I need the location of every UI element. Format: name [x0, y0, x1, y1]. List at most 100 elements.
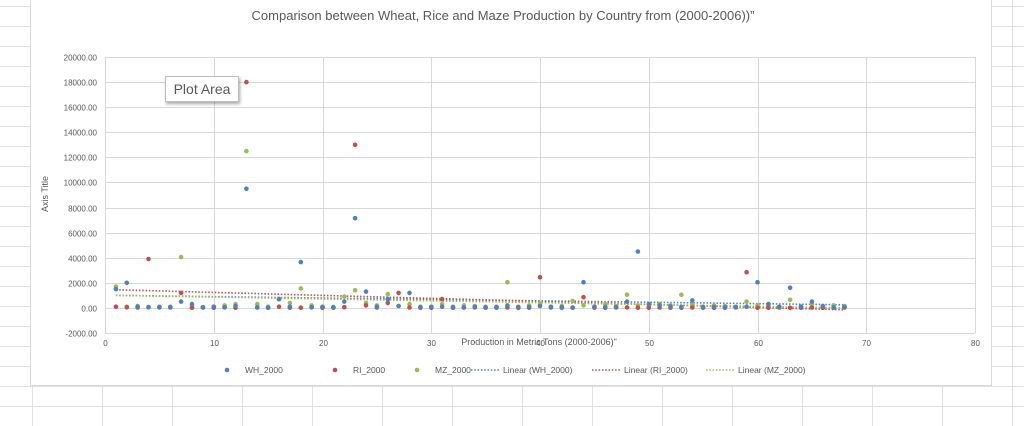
point-wh_2000 [592, 304, 597, 310]
point-wh_2000 [385, 296, 391, 302]
point-ri_2000 [124, 305, 130, 310]
point-ri_2000 [646, 305, 652, 311]
point-ri_2000 [244, 79, 249, 85]
legend-item-4[interactable]: Linear (RI_2000) [592, 365, 688, 375]
chart-legend[interactable]: WH_2000 RI_2000 MZ_2000 Linear (WH_2000) Lin… [224, 365, 806, 375]
y-axis-tick-labels: -2000.00 0.00 2000.00 4000.00 6000.00 8000.00… [64, 54, 98, 339]
point-wh_2000 [200, 305, 206, 310]
point-wh_2000 [211, 304, 217, 310]
point-mz_2000 [342, 294, 347, 299]
point-wh_2000 [635, 249, 641, 254]
point-wh_2000 [178, 299, 184, 304]
point-mz_2000 [679, 292, 684, 298]
point-wh_2000 [233, 303, 238, 309]
x-tick-label: 60 [754, 339, 763, 348]
scatter-chart[interactable]: Comparison between Wheat, Rice and Maze … [31, 0, 991, 385]
y-tick-label: 2000.00 [68, 280, 97, 289]
y-tick-label: -2000.00 [65, 330, 97, 339]
legend-item-5[interactable]: Linear (MZ_2000) [706, 365, 806, 375]
y-tick-label: 10000.00 [64, 179, 98, 188]
point-wh_2000 [624, 299, 630, 304]
legend-label: Linear (MZ_2000) [738, 365, 806, 375]
plot-area-tooltip: Plot Area [165, 76, 239, 102]
x-tick-label: 0 [103, 339, 108, 348]
point-wh_2000 [168, 305, 173, 310]
point-wh_2000 [516, 304, 521, 310]
point-ri_2000 [439, 296, 445, 302]
point-ri_2000 [766, 305, 771, 311]
point-ri_2000 [635, 305, 641, 311]
point-ri_2000 [690, 305, 695, 310]
point-wh_2000 [331, 305, 336, 310]
point-wh_2000 [461, 305, 467, 310]
point-wh_2000 [657, 303, 662, 308]
point-mz_2000 [581, 303, 586, 308]
point-wh_2000 [603, 304, 608, 310]
point-wh_2000 [668, 304, 673, 309]
point-mz_2000 [255, 301, 260, 307]
point-wh_2000 [766, 301, 771, 307]
point-ri_2000 [146, 256, 151, 262]
point-wh_2000 [613, 304, 619, 310]
point-wh_2000 [537, 303, 543, 309]
point-ri_2000 [755, 305, 760, 311]
y-tick-label: 14000.00 [64, 129, 98, 138]
y-tick-label: 8000.00 [68, 205, 97, 214]
x-tick-label: 80 [971, 339, 980, 348]
point-wh_2000 [309, 304, 314, 310]
point-wh_2000 [494, 304, 499, 310]
point-wh_2000 [820, 303, 826, 309]
y-tick-label: 0.00 [81, 305, 97, 314]
point-mz_2000 [352, 288, 358, 293]
point-wh_2000 [135, 304, 140, 310]
point-wh_2000 [570, 305, 575, 310]
point-wh_2000 [265, 305, 271, 311]
legend-label: RI_2000 [353, 365, 385, 375]
point-wh_2000 [581, 279, 586, 285]
point-wh_2000 [505, 303, 510, 308]
x-axis-tick-labels: 0 10 20 30 40 50 60 70 80 [103, 339, 980, 348]
point-wh_2000 [809, 299, 815, 304]
legend-item-2[interactable]: MZ_2000 [414, 365, 471, 375]
y-axis-title[interactable]: Axis Title [40, 176, 50, 212]
point-wh_2000 [418, 304, 423, 310]
point-mz_2000 [385, 291, 391, 297]
point-mz_2000 [178, 254, 184, 260]
point-mz_2000 [744, 299, 749, 304]
legend-marker [224, 367, 230, 373]
point-wh_2000 [146, 305, 151, 310]
chart-area[interactable]: Comparison between Wheat, Rice and Maze … [30, 0, 992, 386]
point-wh_2000 [287, 304, 293, 310]
point-wh_2000 [429, 304, 434, 310]
legend-item-3[interactable]: Linear (WH_2000) [471, 365, 573, 375]
point-wh_2000 [700, 304, 706, 310]
point-ri_2000 [363, 303, 369, 308]
point-mz_2000 [407, 301, 412, 307]
point-wh_2000 [298, 259, 304, 265]
point-wh_2000 [342, 299, 347, 304]
x-tick-label: 40 [536, 339, 545, 348]
point-wh_2000 [255, 305, 260, 310]
point-wh_2000 [439, 304, 445, 310]
y-tick-label: 16000.00 [64, 104, 98, 113]
point-wh_2000 [679, 304, 684, 310]
point-wh_2000 [189, 301, 195, 307]
point-wh_2000 [483, 305, 488, 310]
legend-item-1[interactable]: RI_2000 [332, 365, 386, 375]
x-axis-title[interactable]: Production in Metric Tons (2000-2006)" [461, 337, 617, 347]
point-wh_2000 [548, 304, 554, 310]
point-wh_2000 [733, 304, 739, 310]
point-mz_2000 [298, 286, 304, 291]
point-wh_2000 [320, 304, 325, 310]
y-tick-label: 6000.00 [68, 230, 97, 239]
point-mz_2000 [570, 298, 575, 304]
point-wh_2000 [646, 301, 652, 307]
y-tick-label: 12000.00 [64, 154, 98, 163]
chart-title[interactable]: Comparison between Wheat, Rice and Maze … [252, 8, 755, 23]
point-ri_2000 [809, 305, 815, 310]
legend-item-0[interactable]: WH_2000 [224, 365, 283, 375]
point-ri_2000 [342, 304, 347, 310]
point-ri_2000 [178, 290, 184, 296]
legend-label: Linear (WH_2000) [503, 365, 573, 375]
point-wh_2000 [777, 304, 782, 310]
